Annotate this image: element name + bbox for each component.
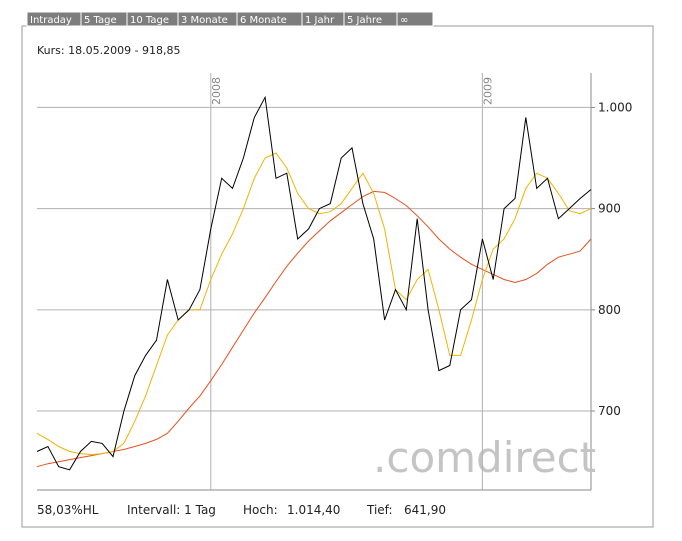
footer-high-label: Hoch: [243,503,278,517]
tab-label[interactable]: Intraday [30,15,72,26]
x-tick-label: 2008 [210,77,223,105]
tab-label[interactable]: 5 Jahre [347,15,382,26]
footer-high: 1.014,40 [287,503,340,517]
price-line [36,95,592,471]
tab-button[interactable] [396,11,434,27]
y-tick-label: 700 [598,404,621,418]
tab-label[interactable]: 10 Tage [130,15,169,26]
y-tick-label: 1.000 [598,100,632,114]
footer-range: 58,03%HL [37,503,99,517]
x-tick-label: 2009 [481,77,494,105]
y-tick-label: 900 [598,202,621,216]
price-line [36,152,592,456]
footer-low: 641,90 [404,503,446,517]
watermark: .comdirect [373,433,596,482]
tab-label[interactable]: ∞ [400,15,408,26]
y-tick-label: 800 [598,303,621,317]
quote: Kurs: 18.05.2009 - 918,85 [37,44,181,57]
tab-label[interactable]: 3 Monate [181,15,228,26]
price-line [36,190,592,468]
tab-label[interactable]: 5 Tage [84,15,117,26]
footer-low-label: Tief: [366,503,393,517]
tab-label[interactable]: 1 Jahr [305,15,335,26]
tab-label[interactable]: 6 Monate [240,15,287,26]
footer-interval: Intervall: 1 Tag [127,503,216,517]
